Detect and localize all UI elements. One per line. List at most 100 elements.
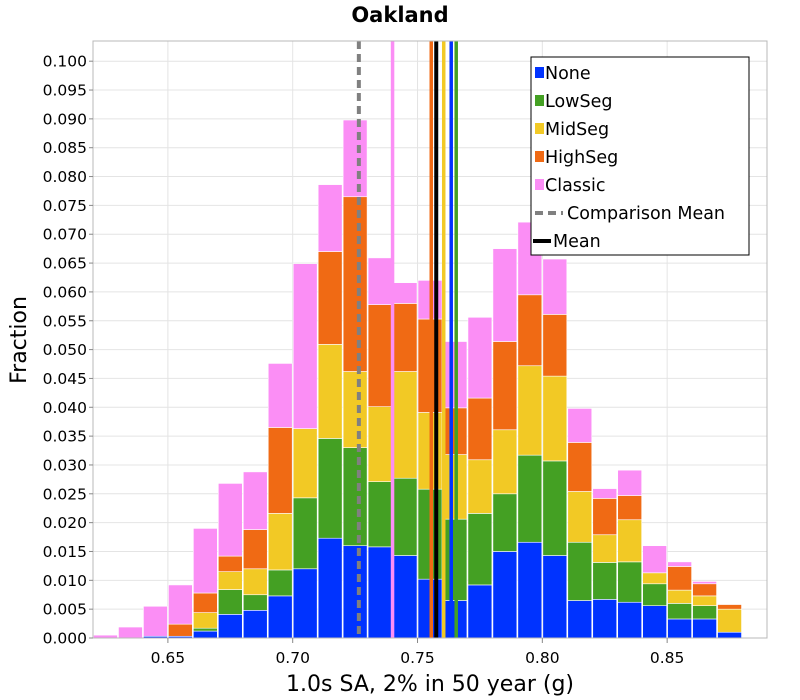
bar-segment-none <box>292 568 318 639</box>
bar-segment-classic <box>617 469 642 496</box>
bar-segment-midseg <box>317 344 343 439</box>
bar-segment-none <box>617 601 642 639</box>
bar-segment-highseg <box>542 314 568 377</box>
bar-segment-lowseg <box>267 569 293 597</box>
legend-swatch <box>535 67 544 78</box>
bar-segment-none <box>242 610 268 639</box>
bar-segment-highseg <box>168 623 193 637</box>
bar-segment-none <box>592 599 618 639</box>
legend-label: HighSeg <box>545 148 618 168</box>
y-tick-label: 0.080 <box>43 168 87 186</box>
bar-segment-classic <box>667 561 692 567</box>
bar-segment-midseg <box>667 589 692 604</box>
bar-segment-midseg <box>367 406 393 482</box>
legend-swatch <box>535 151 544 162</box>
y-tick-label: 0.030 <box>43 456 87 474</box>
bar-segment-classic <box>317 184 343 252</box>
bar-segment-none <box>492 551 518 639</box>
y-tick-label: 0.000 <box>43 630 87 648</box>
y-tick-label: 0.075 <box>43 197 87 215</box>
bar-segment-classic <box>168 584 193 625</box>
bar-segment-lowseg <box>617 561 642 603</box>
legend-box <box>530 56 750 256</box>
bar-segment-highseg <box>467 397 493 461</box>
bar-segment-lowseg <box>367 481 393 548</box>
bar-segment-midseg <box>242 568 268 596</box>
y-tick-label: 0.070 <box>43 226 87 244</box>
y-tick-label: 0.095 <box>43 82 87 100</box>
bar-segment-lowseg <box>517 454 543 543</box>
bar-segment-none <box>218 614 243 639</box>
bar-segment-none <box>717 631 742 639</box>
bar-segment-midseg <box>567 491 593 543</box>
bar-segment-lowseg <box>292 497 318 570</box>
bar-segment-none <box>567 600 593 639</box>
bar-segment-classic <box>292 263 318 429</box>
bar-segment-lowseg <box>492 493 518 552</box>
chart-title: Oakland <box>351 3 448 27</box>
legend-swatch <box>535 95 544 106</box>
bar-segment-none <box>392 555 418 639</box>
bar-segment-classic <box>193 528 218 594</box>
y-axis-ticks: 0.000 0.005 0.010 0.015 0.020 0.025 0.030 0.035… <box>43 53 93 648</box>
y-tick-label: 0.010 <box>43 572 87 590</box>
y-tick-label: 0.005 <box>43 601 87 619</box>
x-axis-ticks: 0.65 0.70 0.75 0.80 0.85 <box>151 638 685 667</box>
bar-segment-classic <box>592 488 618 499</box>
bar-segment-none <box>342 545 368 639</box>
bar-segment-lowseg <box>342 447 368 547</box>
x-axis-label: 1.0s SA, 2% in 50 year (g) <box>286 672 574 697</box>
bar-segment-classic <box>642 545 667 574</box>
y-axis-label: Fraction <box>7 296 32 384</box>
bar-segment-midseg <box>292 428 318 499</box>
y-tick-label: 0.085 <box>43 139 87 157</box>
bar-segment-none <box>517 541 543 639</box>
bar-segment-midseg <box>467 459 493 514</box>
legend-label: Classic <box>545 176 606 196</box>
y-tick-label: 0.040 <box>43 399 87 417</box>
bar-segment-classic <box>242 471 268 530</box>
bar-segment-highseg <box>267 427 293 514</box>
bar-segment-highseg <box>193 592 218 613</box>
bar-segment-lowseg <box>667 603 692 620</box>
bar-segment-classic <box>143 605 168 637</box>
y-tick-label: 0.015 <box>43 543 87 561</box>
plot-frame <box>92 40 768 639</box>
bar-segment-lowseg <box>567 541 593 601</box>
y-tick-label: 0.100 <box>43 53 87 71</box>
bar-segment-midseg <box>342 371 368 448</box>
bar-segment-highseg <box>342 196 368 372</box>
bar-segment-lowseg <box>392 477 418 556</box>
legend-label: Comparison Mean <box>567 204 725 224</box>
bar-segment-classic <box>467 316 493 399</box>
bar-segment-lowseg <box>592 562 618 600</box>
bar-segment-lowseg <box>467 513 493 586</box>
legend-label: LowSeg <box>545 92 612 112</box>
bar-segment-lowseg <box>193 627 218 632</box>
bar-segment-midseg <box>617 519 642 563</box>
bar-segment-midseg <box>392 371 418 479</box>
x-tick-label: 0.85 <box>650 649 685 667</box>
bar-segment-classic <box>492 248 518 342</box>
legend: None LowSeg MidSeg HighSeg Classic Comparison… <box>530 56 750 256</box>
legend-label: Mean <box>553 232 601 252</box>
bar-segment-none <box>317 537 343 639</box>
mean-lines <box>356 41 458 638</box>
y-tick-label: 0.090 <box>43 110 87 128</box>
bar-segment-midseg <box>717 608 742 633</box>
bar-segment-midseg <box>218 571 243 590</box>
bar-segment-classic <box>218 483 243 557</box>
bar-segment-none <box>642 605 667 639</box>
bar-segment-lowseg <box>542 460 568 556</box>
bar-segment-midseg <box>692 595 717 606</box>
y-tick-label: 0.055 <box>43 312 87 330</box>
x-tick-label: 0.65 <box>151 649 186 667</box>
x-tick-label: 0.80 <box>525 649 560 667</box>
legend-label: MidSeg <box>545 120 609 140</box>
x-tick-label: 0.70 <box>275 649 310 667</box>
legend-swatch <box>535 179 544 190</box>
bar-segment-classic <box>392 282 418 304</box>
bar-segment-highseg <box>242 529 268 570</box>
bar-segment-highseg <box>567 442 593 492</box>
